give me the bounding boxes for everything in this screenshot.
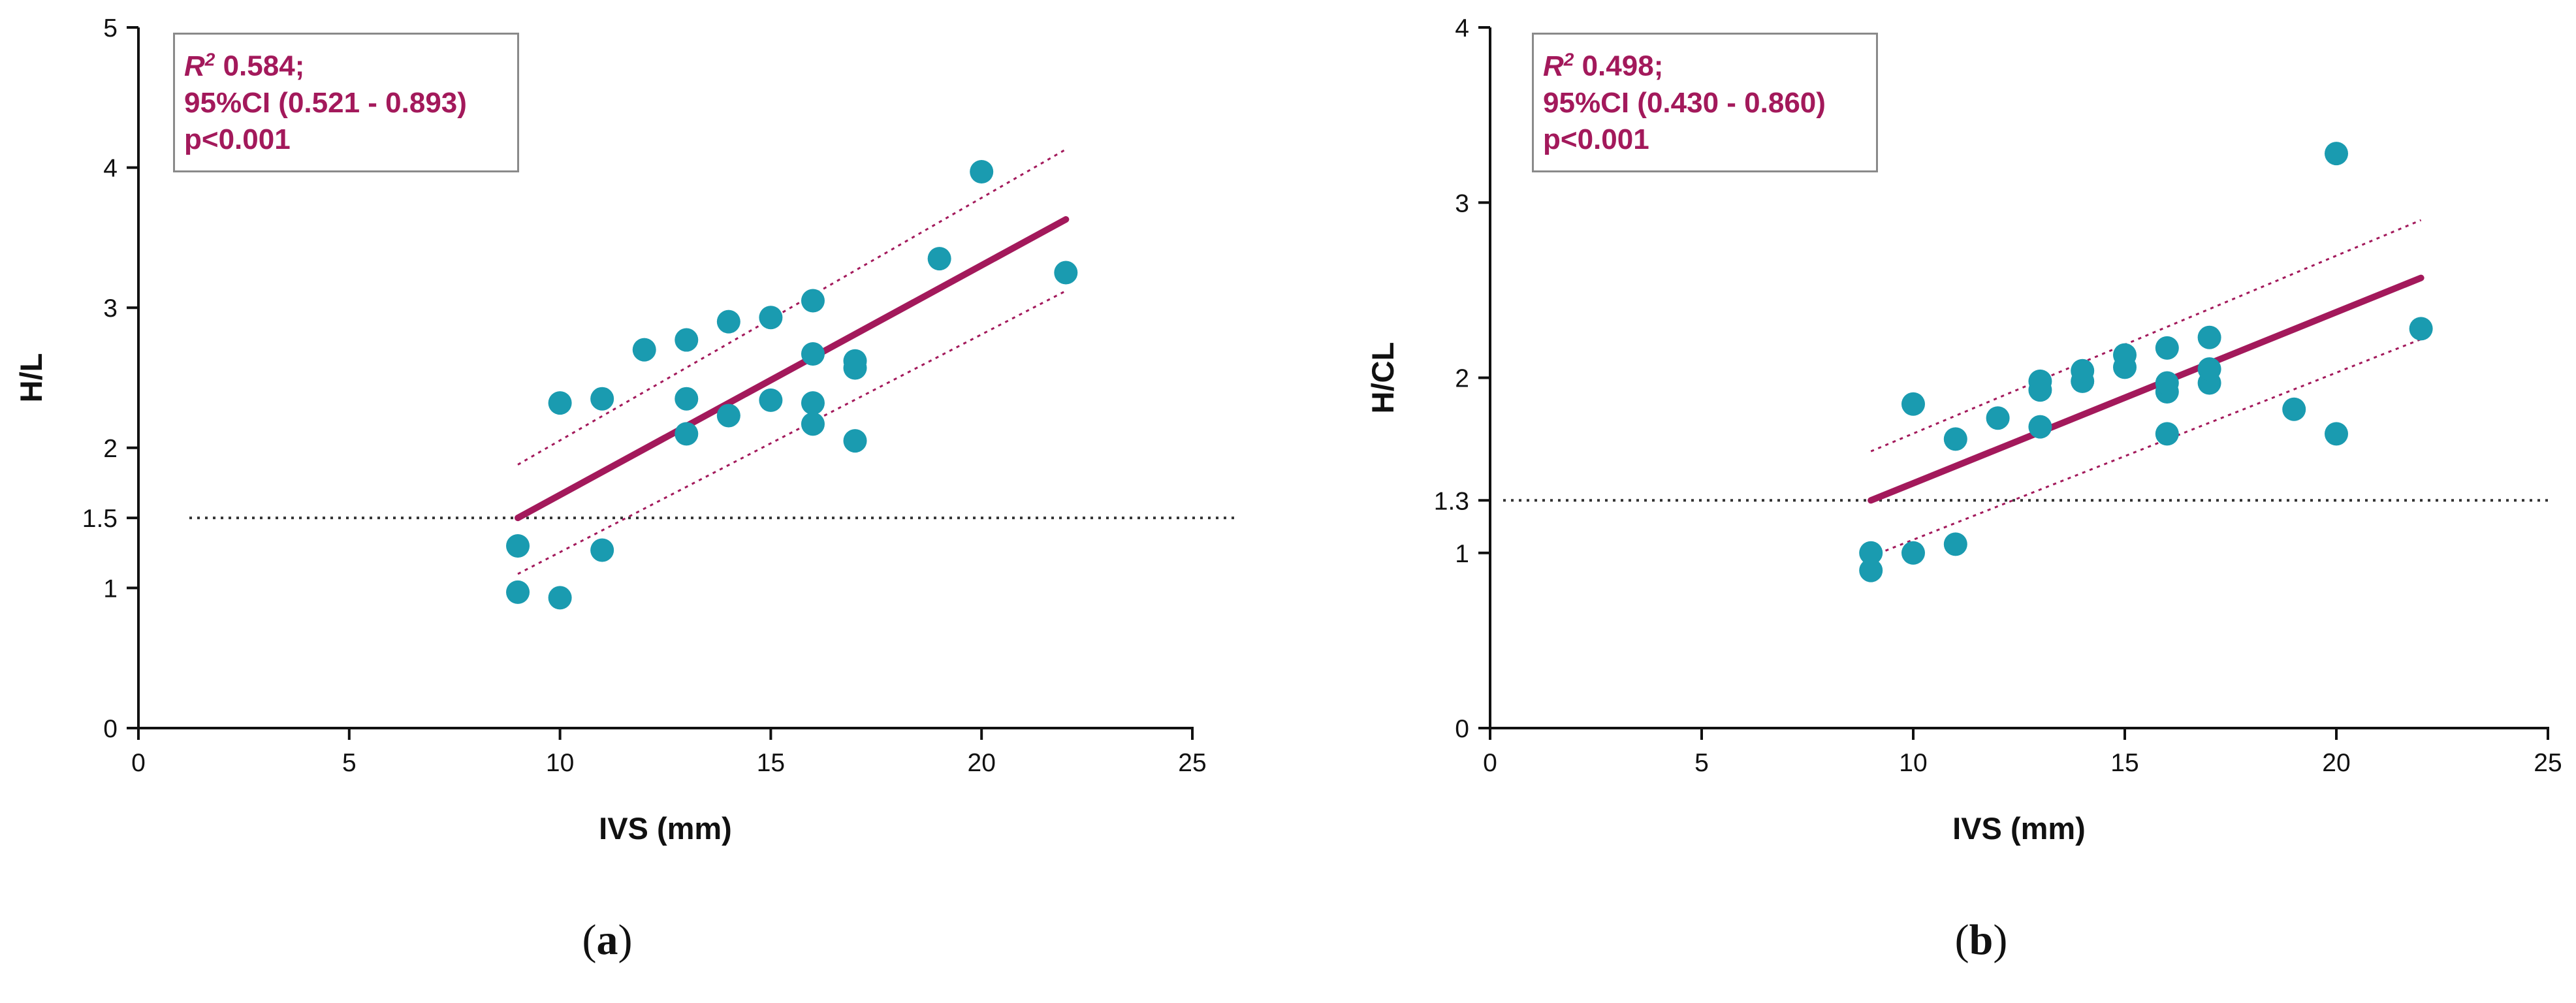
r2-line-b: R2 0.498; [1543,49,1664,82]
data-point-a-20 [843,349,867,373]
x-tick-label-a-15: 15 [757,749,785,777]
data-point-b-21 [2282,397,2306,421]
data-point-b-20 [2197,325,2221,349]
data-point-b-1 [1859,541,1883,565]
p-line-a: p<0.001 [184,123,291,155]
data-point-a-23 [1054,261,1078,285]
y-tick-label-b-1.3: 1.3 [1434,487,1469,515]
stats-annotation-a: R2 0.584; 95%CI (0.521 - 0.893) p<0.001 [173,33,519,172]
y-tick-label-a-1.5: 1.5 [82,505,118,533]
panel-a: 0 5 10 15 20 25 0 1 1.5 2 3 4 5 IVS (mm) H/L R2 0.584;… [14,14,1234,964]
x-tick-label-a-0: 0 [131,749,146,777]
chart-b: 0 5 10 15 20 25 0 1 1.3 2 3 4 IVS (mm) H/CL [1365,14,2562,846]
regression-line-b [1868,274,2425,504]
ci-line-a: 95%CI (0.521 - 0.893) [184,86,467,119]
data-point-b-17 [2155,336,2179,360]
data-point-a-6 [632,338,656,362]
x-tick-label-b-0: 0 [1483,749,1497,777]
panel-label-a: (a) [582,916,633,964]
y-tick-label-a-1: 1 [103,575,118,603]
data-point-a-21 [927,247,951,271]
data-point-a-5 [590,387,614,411]
x-tick-label-a-10: 10 [546,749,574,777]
data-point-a-22 [970,160,994,184]
data-point-a-11 [716,310,740,334]
x-tick-label-b-15: 15 [2110,749,2139,777]
data-point-a-16 [801,342,825,366]
chart-a: 0 5 10 15 20 25 0 1 1.5 2 3 4 5 IVS (mm) H/L [14,14,1234,846]
data-point-a-4 [590,538,614,562]
data-point-b-6 [1986,406,2010,430]
data-point-a-15 [801,391,825,415]
x-tick-label-a-5: 5 [342,749,357,777]
data-point-a-1 [506,534,530,558]
y-axis-title-b: H/CL [1365,342,1400,414]
data-point-b-5 [1943,427,1967,451]
y-axis-title-a: H/L [14,353,48,403]
data-point-b-3 [1901,392,1925,416]
data-point-b-0 [1859,558,1883,582]
x-tick-label-a-20: 20 [968,749,996,777]
y-tick-label-a-4: 4 [103,155,118,183]
data-point-a-18 [843,429,867,453]
data-point-a-2 [548,586,572,610]
data-point-a-3 [548,391,572,415]
data-point-b-23 [2325,142,2348,166]
panel-b: 0 5 10 15 20 25 0 1 1.3 2 3 4 IVS (mm) H/CL R2 0.498;… [1288,0,2575,1003]
y-tick-label-b-3: 3 [1455,189,1469,217]
x-tick-label-b-10: 10 [1899,749,1927,777]
x-tick-label-a-25: 25 [1178,749,1206,777]
data-point-a-14 [801,412,825,436]
data-point-a-0 [506,580,530,604]
x-tick-label-b-25: 25 [2534,749,2562,777]
stats-annotation-b: R2 0.498; 95%CI (0.430 - 0.860) p<0.001 [1532,33,1878,172]
y-tick-label-b-2: 2 [1455,365,1469,393]
data-point-b-14 [2155,422,2179,446]
y-tick-label-a-2: 2 [103,435,118,463]
y-tick-label-b-4: 4 [1455,14,1469,42]
data-point-b-9 [2028,369,2052,393]
data-point-a-8 [675,387,699,411]
data-point-b-19 [2197,357,2221,381]
x-tick-label-b-5: 5 [1694,749,1709,777]
r2-line-a: R2 0.584; [184,49,305,82]
ci-upper-line-a [517,148,1067,466]
data-point-b-16 [2155,371,2179,395]
data-point-b-22 [2325,422,2348,446]
y-tick-label-b-1: 1 [1455,540,1469,568]
data-point-a-13 [759,306,783,330]
panel-label-b: (b) [1954,916,2008,964]
data-point-a-10 [716,404,740,428]
y-tick-label-a-5: 5 [103,14,118,42]
x-axis-title-a: IVS (mm) [599,811,732,846]
x-tick-label-b-20: 20 [2322,749,2350,777]
x-axis-title-b: IVS (mm) [1952,811,2086,846]
ci-line-b: 95%CI (0.430 - 0.860) [1543,86,1826,119]
data-point-b-13 [2113,343,2137,367]
data-point-b-4 [1943,532,1967,556]
data-point-a-17 [801,289,825,313]
p-line-b: p<0.001 [1543,123,1649,155]
data-point-b-7 [2028,415,2052,439]
y-tick-label-b-0: 0 [1455,715,1469,743]
regression-line-a [515,216,1070,522]
ci-lower-line-a [517,290,1067,575]
data-point-b-11 [2071,358,2095,383]
data-point-a-7 [675,422,699,446]
y-tick-label-a-3: 3 [103,295,118,323]
ci-upper-line-b [1870,219,2422,453]
data-point-a-9 [675,328,699,352]
data-point-a-12 [759,388,783,412]
data-point-b-24 [2409,317,2433,341]
y-tick-label-a-0: 0 [103,715,118,743]
data-point-b-2 [1901,541,1925,565]
